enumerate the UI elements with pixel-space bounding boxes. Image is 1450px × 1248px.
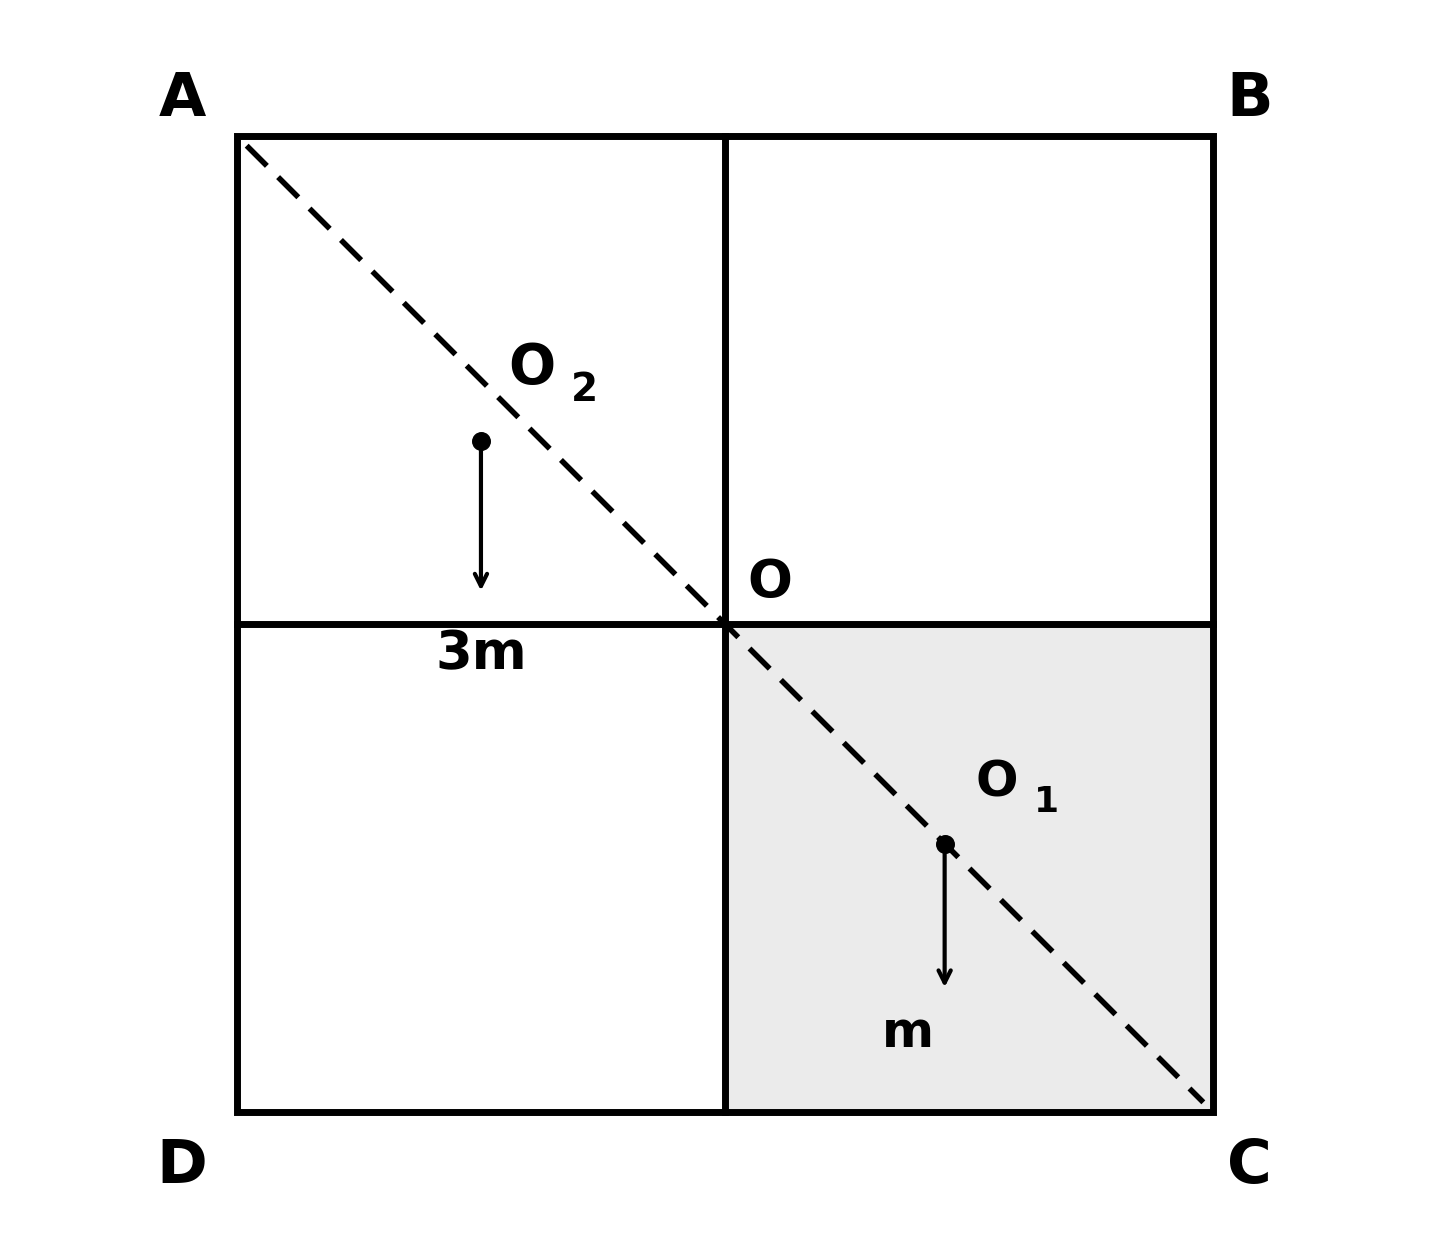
Text: O: O [976,759,1018,806]
Text: C: C [1227,1137,1272,1197]
Point [470,431,493,451]
Bar [236,136,1214,1112]
Text: m: m [882,1008,934,1057]
Text: B: B [1227,70,1273,129]
Text: 1: 1 [1034,785,1058,819]
Text: O: O [747,558,792,609]
Text: D: D [157,1137,207,1197]
Text: 3m: 3m [435,629,526,680]
Text: A: A [158,70,206,129]
Bar [725,624,1214,1112]
Text: O: O [507,341,555,394]
Point [932,834,956,854]
Text: 2: 2 [571,371,599,408]
